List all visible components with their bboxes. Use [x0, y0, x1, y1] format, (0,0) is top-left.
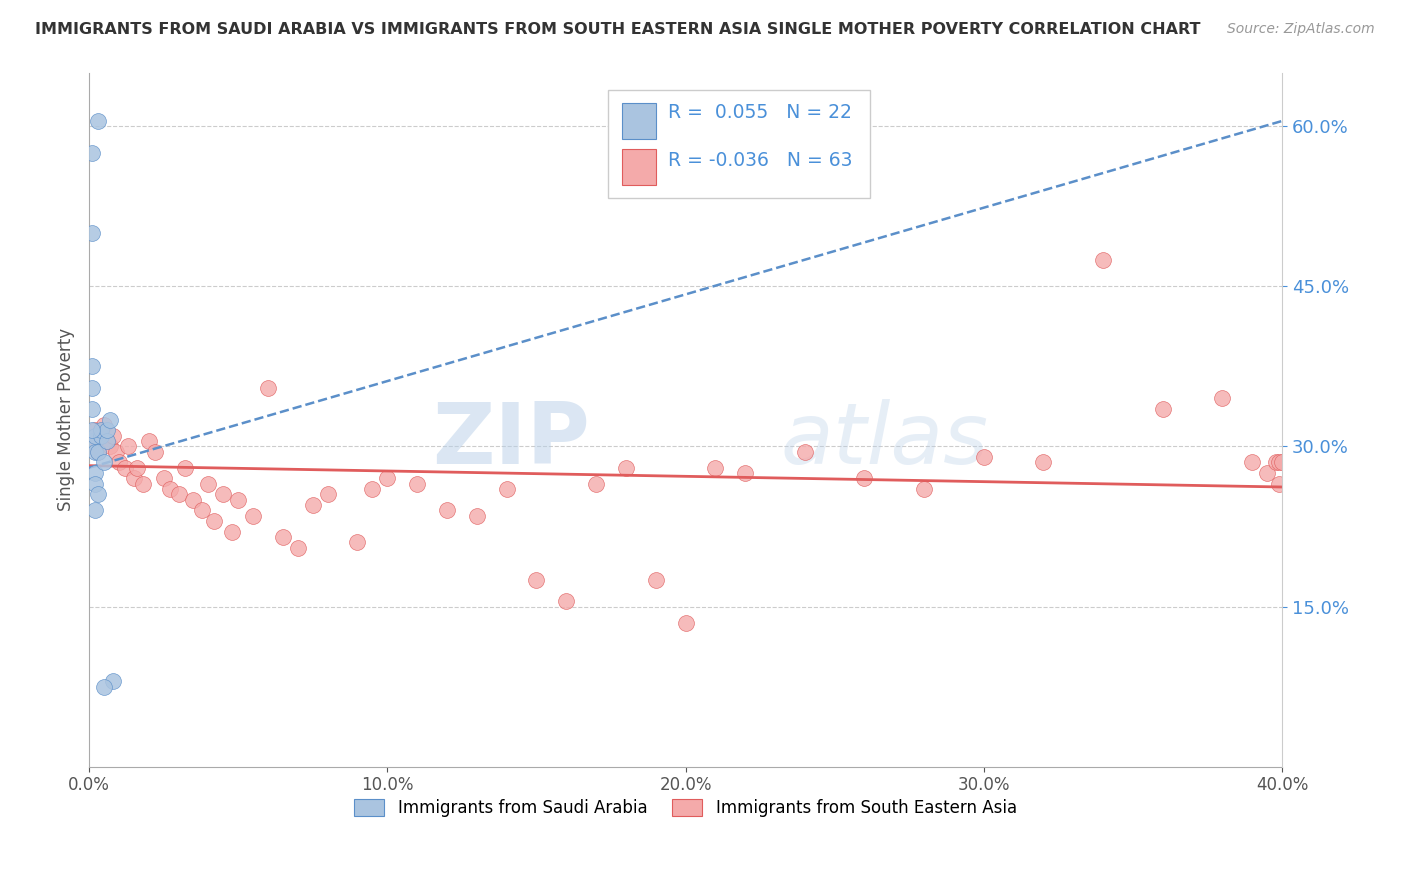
Point [114, 460, 136, 475]
Point [202, 514, 225, 528]
Bar [623, 149, 655, 186]
Point [80, 381, 103, 395]
Point [87, 444, 110, 458]
Point [183, 492, 205, 507]
Point [191, 503, 214, 517]
Point [271, 530, 294, 544]
Point [84, 503, 107, 517]
Text: R = -0.036   N = 63: R = -0.036 N = 63 [668, 151, 852, 169]
Point [1268, 455, 1291, 469]
Point [853, 471, 876, 485]
Point [465, 508, 488, 523]
Point [90, 429, 112, 443]
Point [375, 471, 398, 485]
Point [93, 455, 115, 469]
Point [197, 476, 219, 491]
Point [734, 466, 756, 480]
Point [138, 434, 160, 449]
Point [80, 226, 103, 240]
Point [1241, 455, 1264, 469]
Point [108, 455, 131, 469]
Point [1268, 476, 1291, 491]
Point [84, 429, 107, 443]
Point [526, 573, 548, 587]
Point [226, 492, 249, 507]
Point [96, 424, 118, 438]
Y-axis label: Single Mother Poverty: Single Mother Poverty [58, 328, 75, 511]
Point [87, 444, 110, 458]
Point [585, 476, 607, 491]
Point [90, 424, 112, 438]
Point [132, 476, 155, 491]
Point [117, 440, 139, 454]
Point [96, 434, 118, 449]
Point [80, 434, 103, 449]
Point [495, 482, 517, 496]
Point [122, 471, 145, 485]
Text: IMMIGRANTS FROM SAUDI ARABIA VS IMMIGRANTS FROM SOUTH EASTERN ASIA SINGLE MOTHER: IMMIGRANTS FROM SAUDI ARABIA VS IMMIGRAN… [35, 22, 1201, 37]
Point [675, 615, 697, 630]
Text: Source: ZipAtlas.com: Source: ZipAtlas.com [1227, 22, 1375, 37]
Point [1152, 402, 1174, 417]
Point [242, 508, 264, 523]
Point [98, 413, 121, 427]
Bar [623, 103, 655, 139]
Point [80, 359, 103, 374]
Point [555, 594, 578, 608]
Point [1265, 455, 1288, 469]
Point [167, 487, 190, 501]
Text: R =  0.055   N = 22: R = 0.055 N = 22 [668, 103, 852, 122]
Point [301, 498, 323, 512]
Point [973, 450, 995, 464]
Point [96, 434, 118, 449]
Point [101, 429, 124, 443]
Point [1032, 455, 1054, 469]
Point [793, 444, 815, 458]
Point [159, 482, 181, 496]
Point [87, 487, 110, 501]
Point [104, 444, 127, 458]
Point [287, 541, 309, 555]
Point [221, 524, 243, 539]
Point [1092, 252, 1115, 267]
Point [87, 114, 110, 128]
Point [125, 460, 148, 475]
Point [93, 418, 115, 433]
Point [80, 434, 103, 449]
Point [1211, 392, 1233, 406]
Text: atlas: atlas [780, 399, 988, 482]
Point [704, 460, 727, 475]
Point [614, 460, 637, 475]
Point [98, 440, 121, 454]
Point [80, 402, 103, 417]
Point [346, 535, 368, 549]
Point [143, 444, 166, 458]
Point [80, 146, 103, 161]
Point [644, 573, 666, 587]
Point [90, 424, 112, 438]
Point [173, 460, 195, 475]
Point [257, 381, 280, 395]
Point [84, 424, 107, 438]
FancyBboxPatch shape [607, 90, 870, 198]
Text: ZIP: ZIP [432, 399, 591, 482]
Point [212, 487, 235, 501]
Point [80, 424, 103, 438]
Point [84, 444, 107, 458]
Point [912, 482, 935, 496]
Point [361, 482, 384, 496]
Point [152, 471, 174, 485]
Point [436, 503, 458, 517]
Point [93, 680, 115, 694]
Point [101, 674, 124, 689]
Point [406, 476, 429, 491]
Point [84, 466, 107, 480]
Point [316, 487, 339, 501]
Point [1271, 455, 1294, 469]
Point [84, 476, 107, 491]
Legend: Immigrants from Saudi Arabia, Immigrants from South Eastern Asia: Immigrants from Saudi Arabia, Immigrants… [347, 793, 1024, 824]
Point [1256, 466, 1278, 480]
